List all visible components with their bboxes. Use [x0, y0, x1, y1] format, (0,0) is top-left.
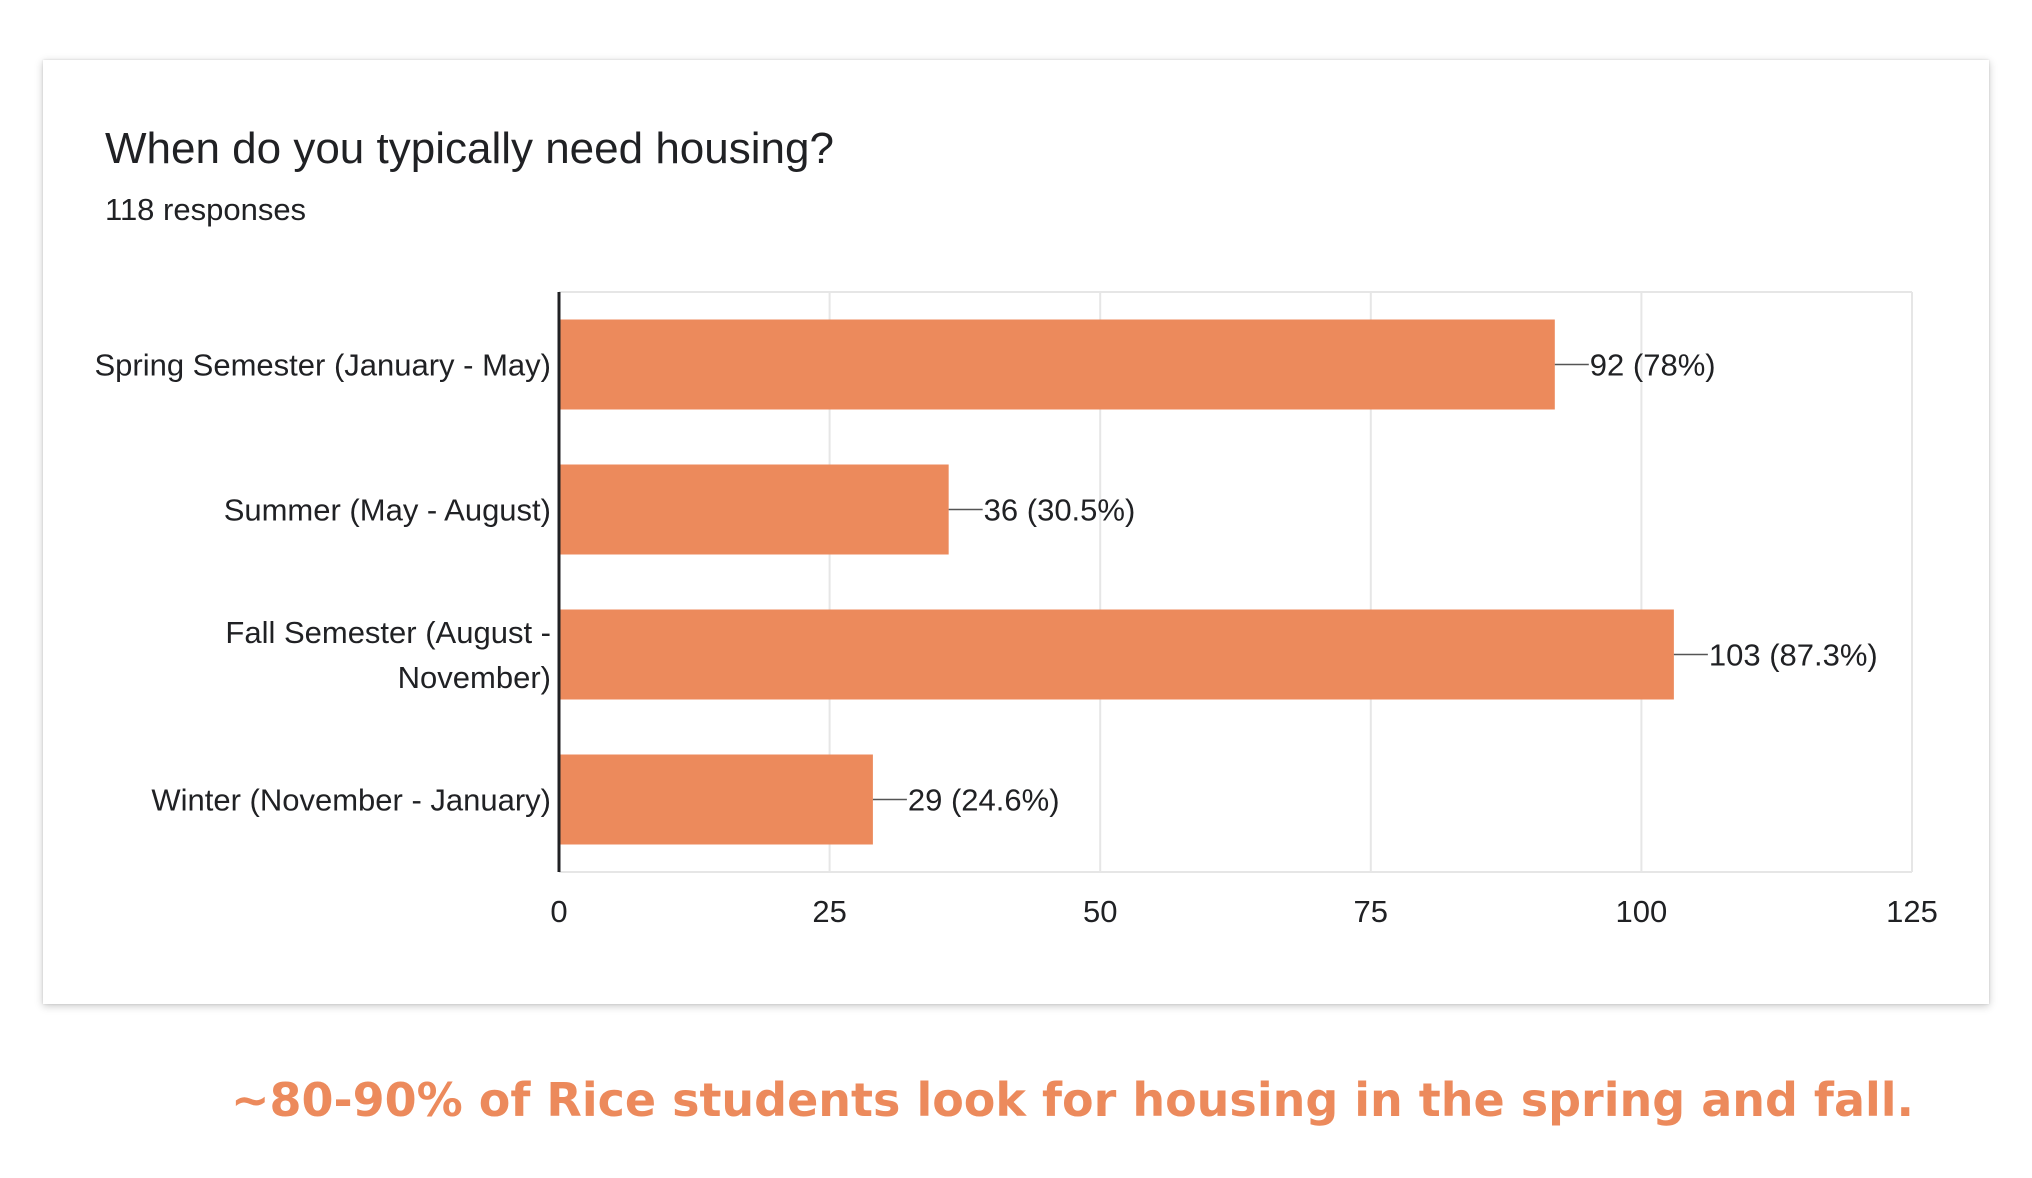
bars — [559, 319, 1674, 845]
x-tick-label: 25 — [812, 894, 846, 929]
category-label: Fall Semester (August - — [225, 615, 551, 650]
bar — [559, 319, 1555, 410]
data-label-leaders — [872, 363, 1708, 801]
axes: 0 25 50 75 100 125 — [550, 292, 1938, 929]
bar — [559, 754, 873, 845]
data-label: 103 (87.3%) — [1709, 638, 1878, 673]
response-count: 118 responses — [105, 192, 307, 227]
chart-title: When do you typically need housing? — [105, 124, 834, 173]
category-label: November) — [398, 660, 551, 695]
data-label: 36 (30.5%) — [984, 493, 1136, 528]
data-label: 29 (24.6%) — [908, 783, 1060, 818]
bar — [559, 609, 1674, 700]
x-tick-label: 125 — [1886, 894, 1938, 929]
labels: 92 (78%) Spring Semester (January - May) 3… — [94, 348, 1877, 818]
x-tick-label: 0 — [550, 894, 567, 929]
x-tick-label: 100 — [1616, 894, 1668, 929]
chart-card: When do you typically need housing? 118 … — [43, 60, 1989, 1004]
x-tick-label: 75 — [1354, 894, 1388, 929]
x-tick-label: 50 — [1083, 894, 1117, 929]
bar — [559, 464, 949, 555]
insight-caption: ~80-90% of Rice students look for housin… — [231, 1073, 1914, 1127]
data-label: 92 (78%) — [1590, 348, 1716, 383]
category-label: Winter (November - January) — [151, 783, 551, 818]
category-label: Summer (May - August) — [224, 493, 551, 528]
bar-chart: 92 (78%) Spring Semester (January - May) 3… — [94, 291, 1938, 929]
category-label: Spring Semester (January - May) — [94, 348, 551, 383]
